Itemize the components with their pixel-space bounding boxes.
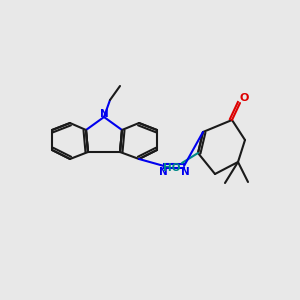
Text: N: N — [100, 109, 108, 119]
Text: N: N — [159, 167, 167, 177]
Text: HO: HO — [163, 163, 181, 173]
Text: N: N — [181, 167, 189, 177]
Text: O: O — [239, 93, 249, 103]
